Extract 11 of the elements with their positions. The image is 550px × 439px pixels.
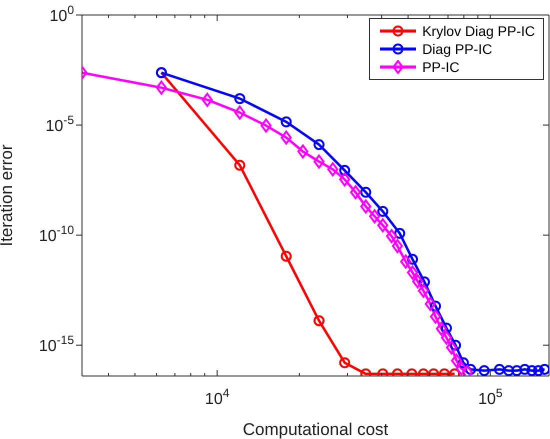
y-tick-label: 10$^{-15}$	[38, 333, 74, 356]
y-tick-label: 10$^{0}$	[50, 3, 74, 25]
y-tick-label: 10$^{-10}$	[38, 223, 74, 246]
y-axis-title: Iteration error	[0, 144, 16, 247]
legend-label: PP-IC	[422, 59, 460, 75]
legend-label: Krylov Diag PP-IC	[422, 23, 535, 39]
x-tick-label: 10$^{4}$	[204, 386, 230, 408]
legend-label: Diag PP-IC	[422, 41, 492, 57]
y-tick-label: 10$^{-5}$	[46, 113, 74, 136]
x-tick-label: 10$^{5}$	[478, 386, 503, 408]
x-axis-title: Computational cost	[242, 420, 389, 439]
